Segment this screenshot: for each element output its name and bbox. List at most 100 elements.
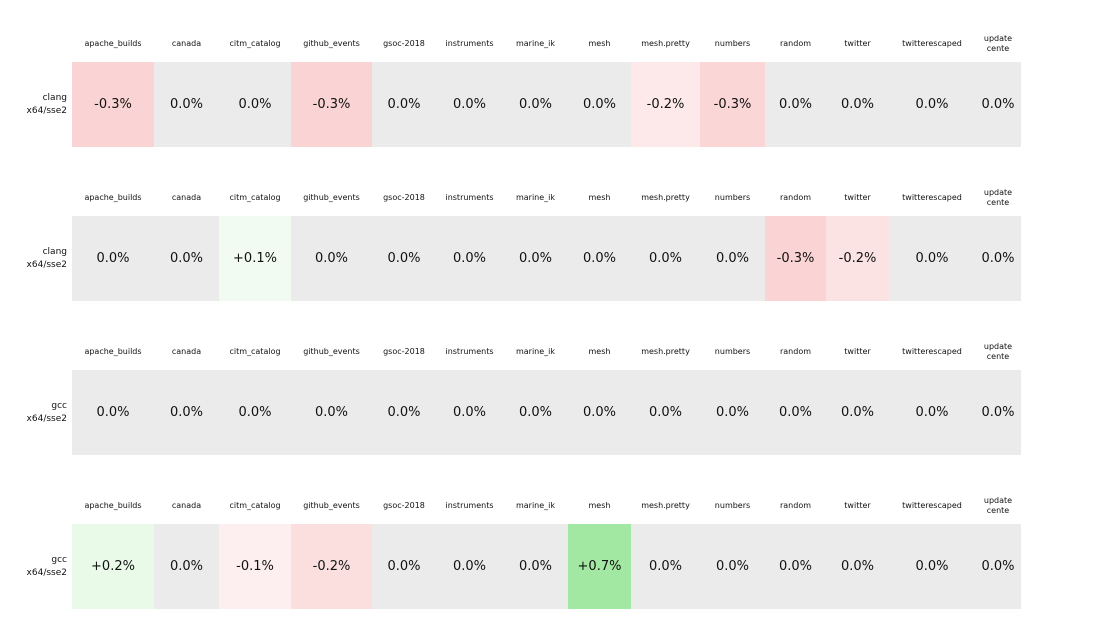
heatmap-cell-numbers: -0.3% — [700, 62, 765, 147]
heatmap-cell-twitter: 0.0% — [826, 370, 889, 455]
column-header-marine_ik: marine_ik — [515, 39, 556, 48]
column-header-mesh: mesh — [588, 39, 611, 48]
heatmap-cell-github_events: 0.0% — [291, 370, 372, 455]
heatmap-cell-apache_builds: -0.3% — [72, 62, 154, 147]
corner-spacer — [0, 334, 72, 370]
column-header-row: apache_builds canada citm_catalog github_ev… — [0, 488, 1021, 524]
column-header-update: update cente — [983, 188, 1013, 207]
heatmap-section-3: apache_builds canada citm_catalog github_ev… — [0, 488, 1021, 609]
heatmap-section-1: apache_builds canada citm_catalog github_ev… — [0, 180, 1021, 301]
heatmap-cell-twitter: -0.2% — [826, 216, 889, 301]
column-header-random: random — [779, 347, 812, 356]
column-header-marine_ik: marine_ik — [515, 193, 556, 202]
heatmap-cell-update: 0.0% — [975, 370, 1021, 455]
heatmap-cell-twitter: 0.0% — [826, 524, 889, 609]
heatmap-cell-random: 0.0% — [765, 524, 826, 609]
column-header-gsoc-2018: gsoc-2018 — [383, 501, 425, 510]
row-label: clang x64/sse2 — [26, 246, 67, 270]
column-header-marine_ik: marine_ik — [515, 347, 556, 356]
heatmap-cell-marine_ik: 0.0% — [503, 216, 568, 301]
heatmap-cell-random: 0.0% — [765, 62, 826, 147]
heatmap-cell-marine_ik: 0.0% — [503, 370, 568, 455]
heatmap-cell-mesh.pretty: 0.0% — [631, 216, 700, 301]
heatmap-cell-twitter: 0.0% — [826, 62, 889, 147]
heatmap-cell-mesh.pretty: 0.0% — [631, 370, 700, 455]
heatmap-cell-mesh: +0.7% — [568, 524, 631, 609]
column-header-mesh: mesh — [588, 193, 611, 202]
heatmap-cell-update: 0.0% — [975, 216, 1021, 301]
column-header-random: random — [779, 39, 812, 48]
column-header-twitterescaped: twitterescaped — [902, 347, 962, 356]
column-header-row: apache_builds canada citm_catalog github_ev… — [0, 334, 1021, 370]
column-header-citm_catalog: citm_catalog — [229, 193, 281, 202]
heatmap-cell-update: 0.0% — [975, 524, 1021, 609]
column-header-github_events: github_events — [303, 347, 360, 356]
heatmap-cell-apache_builds: 0.0% — [72, 216, 154, 301]
heatmap-cell-canada: 0.0% — [154, 524, 219, 609]
heatmap-cell-github_events: -0.3% — [291, 62, 372, 147]
column-header-random: random — [779, 501, 812, 510]
heatmap-cell-numbers: 0.0% — [700, 216, 765, 301]
column-header-apache_builds: apache_builds — [84, 347, 142, 356]
column-header-numbers: numbers — [714, 501, 751, 510]
column-header-twitterescaped: twitterescaped — [902, 501, 962, 510]
heatmap-cell-numbers: 0.0% — [700, 524, 765, 609]
heatmap-cell-twitterescaped: 0.0% — [889, 370, 975, 455]
heatmap-cell-gsoc-2018: 0.0% — [372, 62, 436, 147]
heatmap-cell-gsoc-2018: 0.0% — [372, 370, 436, 455]
corner-spacer — [0, 180, 72, 216]
heatmap-cell-mesh.pretty: 0.0% — [631, 524, 700, 609]
heatmap-cell-mesh: 0.0% — [568, 370, 631, 455]
heatmap-section-0: apache_builds canada citm_catalog github_ev… — [0, 26, 1021, 147]
column-header-mesh.pretty: mesh.pretty — [641, 39, 690, 48]
column-header-twitterescaped: twitterescaped — [902, 193, 962, 202]
column-header-citm_catalog: citm_catalog — [229, 347, 281, 356]
heatmap-cell-instruments: 0.0% — [436, 524, 503, 609]
heatmap-cell-apache_builds: 0.0% — [72, 370, 154, 455]
heatmap-cell-marine_ik: 0.0% — [503, 62, 568, 147]
column-header-gsoc-2018: gsoc-2018 — [383, 39, 425, 48]
column-header-random: random — [779, 193, 812, 202]
column-header-instruments: instruments — [445, 501, 494, 510]
heatmap-cell-github_events: -0.2% — [291, 524, 372, 609]
column-header-twitter: twitter — [844, 39, 871, 48]
heatmap-cell-twitterescaped: 0.0% — [889, 216, 975, 301]
column-header-row: apache_builds canada citm_catalog github_ev… — [0, 180, 1021, 216]
column-header-citm_catalog: citm_catalog — [229, 39, 281, 48]
column-header-canada: canada — [171, 501, 202, 510]
heatmap-cell-mesh: 0.0% — [568, 216, 631, 301]
heatmap-cell-twitterescaped: 0.0% — [889, 524, 975, 609]
heatmap-cell-github_events: 0.0% — [291, 216, 372, 301]
heatmap-cell-marine_ik: 0.0% — [503, 524, 568, 609]
heatmap-cell-citm_catalog: 0.0% — [219, 370, 291, 455]
column-header-canada: canada — [171, 347, 202, 356]
column-header-mesh: mesh — [588, 347, 611, 356]
column-header-mesh: mesh — [588, 501, 611, 510]
heatmap-cell-twitterescaped: 0.0% — [889, 62, 975, 147]
column-header-apache_builds: apache_builds — [84, 39, 142, 48]
heatmap-cell-canada: 0.0% — [154, 216, 219, 301]
heatmap-cell-random: 0.0% — [765, 370, 826, 455]
column-header-instruments: instruments — [445, 193, 494, 202]
column-header-update: update cente — [983, 496, 1013, 515]
column-header-github_events: github_events — [303, 39, 360, 48]
heatmap-value-row: clang x64/sse2 -0.3% 0.0% 0.0% -0.3% 0.0% 0.0%… — [0, 62, 1021, 147]
column-header-mesh.pretty: mesh.pretty — [641, 501, 690, 510]
heatmap-value-row: gcc x64/sse2 0.0% 0.0% 0.0% 0.0% 0.0% 0.0% 0.0%… — [0, 370, 1021, 455]
column-header-mesh.pretty: mesh.pretty — [641, 347, 690, 356]
heatmap-cell-numbers: 0.0% — [700, 370, 765, 455]
column-header-mesh.pretty: mesh.pretty — [641, 193, 690, 202]
heatmap-cell-mesh.pretty: -0.2% — [631, 62, 700, 147]
corner-spacer — [0, 488, 72, 524]
row-label: clang x64/sse2 — [26, 92, 67, 116]
column-header-instruments: instruments — [445, 347, 494, 356]
column-header-instruments: instruments — [445, 39, 494, 48]
column-header-gsoc-2018: gsoc-2018 — [383, 193, 425, 202]
heatmap-cell-random: -0.3% — [765, 216, 826, 301]
column-header-github_events: github_events — [303, 193, 360, 202]
heatmap-value-row: gcc x64/sse2 +0.2% 0.0% -0.1% -0.2% 0.0% 0.0% 0… — [0, 524, 1021, 609]
heatmap-cell-apache_builds: +0.2% — [72, 524, 154, 609]
column-header-canada: canada — [171, 193, 202, 202]
column-header-row: apache_builds canada citm_catalog github_ev… — [0, 26, 1021, 62]
row-label: gcc x64/sse2 — [26, 400, 67, 424]
